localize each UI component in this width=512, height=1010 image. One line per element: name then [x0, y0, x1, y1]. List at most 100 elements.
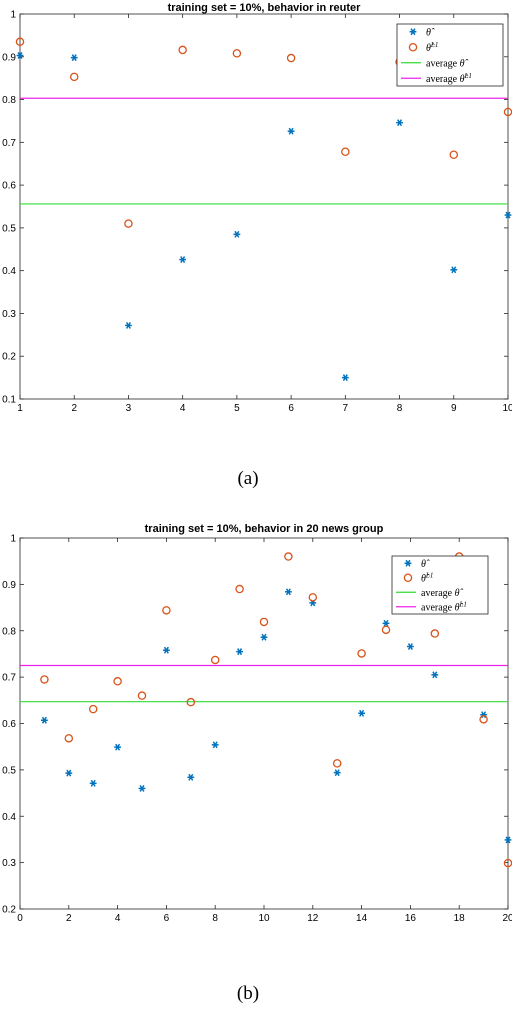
y-tick-label: 0.4 [2, 266, 16, 277]
legend: θ̂ θ̂L1 average θ̂ average θ̂L1 [396, 23, 504, 87]
legend-label: average θ̂ [426, 58, 469, 69]
x-tick-label: 8 [212, 913, 218, 924]
data-point-theta [211, 741, 219, 749]
marker-stroke [237, 648, 243, 656]
chart-title: training set = 10%, behavior in 20 news … [145, 523, 384, 535]
chart-title: training set = 10%, behavior in reuter [168, 2, 362, 14]
marker-stroke [66, 769, 72, 777]
y-tick-label: 0.2 [2, 905, 16, 916]
chart-reuter: training set = 10%, behavior in reuter 1 2… [2, 2, 512, 489]
data-point-theta [41, 716, 48, 724]
x-tick-label: 1 [17, 403, 23, 414]
data-point-theta [16, 52, 24, 59]
legend-marker-circle [408, 43, 418, 52]
data-point-theta-l1 [381, 625, 391, 635]
marker-stroke [188, 773, 194, 781]
data-point-theta-l1 [449, 150, 459, 159]
marker-stroke [383, 619, 389, 627]
legend-marker-star [404, 559, 412, 567]
x-tick-label: 14 [356, 913, 368, 924]
data-point-theta [187, 773, 195, 781]
marker-stroke [410, 28, 416, 36]
data-point-theta-l1 [341, 147, 350, 156]
marker-stroke [90, 779, 96, 787]
data-point-theta [431, 671, 439, 679]
data-point-theta-l1 [137, 691, 147, 700]
marker-stroke [359, 709, 365, 717]
legend-label: average θ̂L1 [421, 600, 467, 613]
marker-stroke [234, 230, 240, 238]
data-point-theta-l1 [40, 675, 49, 684]
x-tick-label: 4 [115, 913, 121, 924]
data-point-theta [341, 374, 349, 382]
figure-caption: (a) [237, 468, 258, 489]
legend-label: θ̂L1 [426, 41, 438, 54]
x-tick-label: 0 [17, 913, 23, 924]
data-point-theta [179, 256, 187, 263]
y-tick-label: 0.8 [2, 95, 16, 106]
marker-stroke [342, 374, 348, 382]
marker-stroke [451, 266, 457, 274]
marker-stroke [180, 256, 186, 263]
y-tick-label: 0.6 [2, 181, 16, 192]
data-point-theta [407, 643, 414, 650]
y-tick-label: 0.4 [2, 812, 16, 823]
data-point-theta [260, 633, 268, 641]
x-tick-label: 2 [71, 403, 77, 414]
legend-label: average θ̂L1 [426, 72, 472, 85]
marker-stroke [432, 671, 438, 679]
data-point-theta [358, 709, 365, 717]
marker-stroke [405, 559, 411, 567]
data-point-theta [480, 711, 487, 719]
x-tick-label: 3 [126, 403, 132, 414]
data-point-theta [504, 211, 512, 219]
data-point-theta [233, 230, 241, 238]
y-tick-label: 1 [10, 534, 16, 545]
marker-stroke [212, 741, 218, 749]
data-point-theta-l1 [284, 552, 293, 561]
marker-stroke [505, 836, 511, 844]
marker-stroke [139, 784, 145, 792]
legend-label: θ̂L1 [421, 571, 433, 584]
y-tick-label: 0.7 [2, 138, 16, 149]
x-tick-label: 4 [180, 403, 186, 414]
data-point-theta-l1 [286, 53, 296, 63]
data-point-theta-l1 [69, 72, 79, 82]
marker-stroke [163, 646, 169, 654]
legend-box [391, 555, 489, 615]
marker-stroke [334, 769, 340, 777]
marker-stroke [505, 211, 511, 219]
data-point-theta [333, 769, 341, 777]
data-point-theta [396, 119, 403, 127]
legend-label: θ̂ [426, 27, 435, 38]
x-tick-label: 5 [234, 403, 240, 414]
data-point-theta [163, 646, 170, 654]
marker-stroke [481, 711, 487, 719]
x-tick-label: 2 [66, 913, 72, 924]
data-point-theta-l1 [178, 45, 187, 55]
chart-20-news-group: training set = 10%, behavior in 20 news … [2, 523, 512, 1004]
marker-stroke [125, 321, 131, 329]
data-point-theta-l1 [430, 629, 440, 638]
data-point-theta-l1 [113, 677, 122, 686]
figure-caption: (b) [237, 983, 259, 1004]
data-point-theta-l1 [479, 715, 488, 724]
data-point-theta-l1 [162, 606, 171, 615]
data-point-theta-l1 [235, 584, 244, 594]
marker-stroke [17, 52, 23, 59]
y-tick-label: 0.9 [2, 580, 16, 591]
y-tick-label: 0.6 [2, 719, 16, 730]
legend-marker-circle [403, 573, 413, 583]
data-point-theta [114, 743, 121, 751]
data-point-theta [138, 784, 146, 792]
data-point-theta-l1 [357, 649, 366, 658]
data-point-theta [450, 266, 458, 274]
axes-box [19, 13, 509, 400]
data-point-theta [70, 54, 78, 62]
x-tick-label: 7 [343, 403, 349, 414]
data-point-theta-l1 [15, 37, 25, 47]
x-tick-label: 6 [288, 403, 294, 414]
marker-stroke [285, 588, 291, 596]
